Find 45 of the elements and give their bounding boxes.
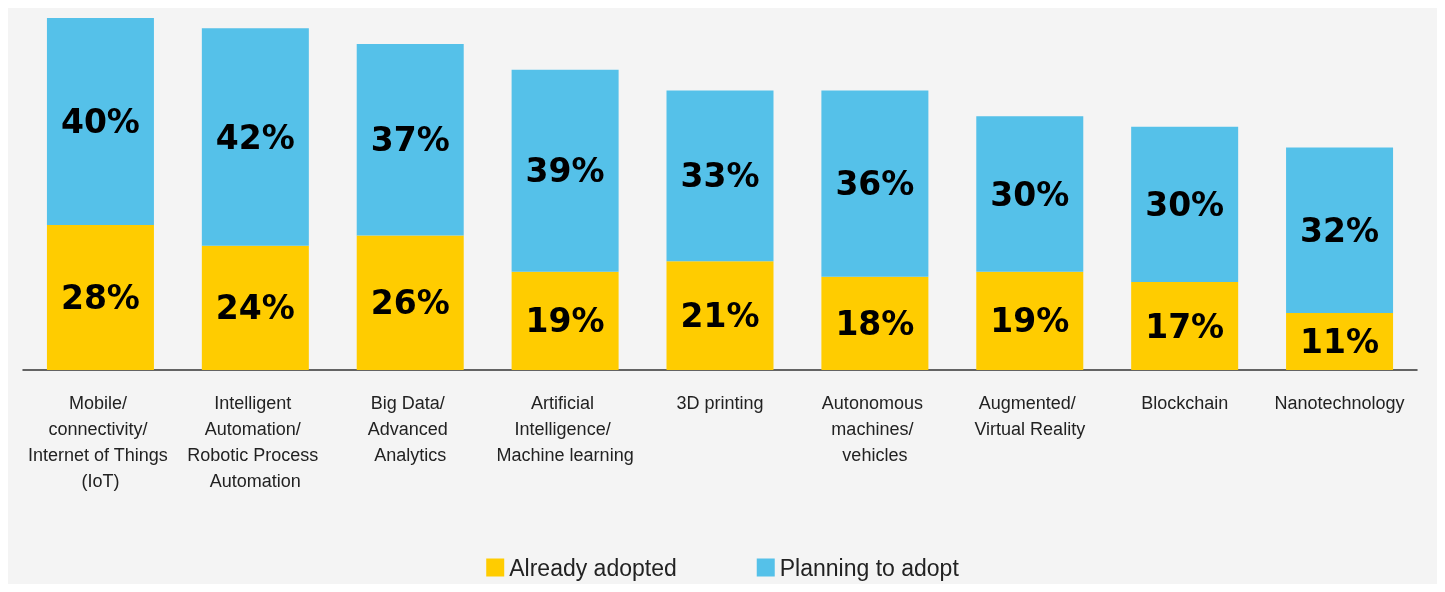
bar (46, 18, 154, 226)
bar (1131, 282, 1239, 370)
bar (511, 69, 619, 272)
data-label: 37% (370, 120, 450, 160)
bar (511, 271, 619, 370)
data-label: 30% (1145, 184, 1225, 224)
data-label: 36% (835, 164, 915, 204)
bar (1286, 147, 1394, 314)
data-label: 30% (990, 174, 1070, 214)
x-tick-label: Mobile/ connectivity/ Internet of Things (IoT) (28, 393, 173, 491)
x-tick-label: Intelligent Automation/ Robotic Process Automation (187, 393, 324, 491)
bar (201, 245, 309, 370)
legend-label: Already adopted (509, 554, 677, 581)
bar (976, 271, 1084, 370)
bar (201, 28, 309, 246)
x-tick-label: Blockchain (1141, 393, 1229, 413)
x-tick-label: Nanotechnology (1274, 393, 1405, 413)
x-tick-label: Big Data/ Advanced Analytics (367, 393, 453, 465)
data-label: 40% (60, 102, 140, 142)
data-label: 24% (215, 288, 295, 328)
x-tick-label: 3D printing (676, 393, 764, 413)
data-label: 11% (1300, 322, 1380, 362)
data-label: 39% (525, 151, 605, 191)
data-label: 18% (835, 303, 915, 343)
data-label: 28% (60, 278, 140, 318)
bar (666, 261, 774, 370)
bar (1131, 126, 1239, 282)
bar (821, 90, 929, 277)
bar (46, 225, 154, 370)
data-label: 19% (525, 301, 605, 341)
data-label: 33% (680, 156, 760, 196)
data-label: 21% (680, 296, 760, 336)
data-label: 17% (1145, 306, 1225, 346)
legend-label: Planning to adopt (779, 554, 960, 581)
data-label: 32% (1300, 210, 1380, 250)
data-label: 26% (370, 283, 450, 323)
data-label: 42% (215, 117, 295, 157)
bar (976, 116, 1084, 272)
bar (356, 235, 464, 370)
x-tick-label: Augmented/ Virtual Reality (974, 393, 1086, 439)
bar (356, 43, 464, 236)
x-tick-label: Artificial Intelligence/ Machine learning (496, 393, 634, 465)
data-label: 19% (990, 301, 1070, 341)
x-tick-label: Autonomous machines/ vehicles (821, 393, 928, 465)
bar (666, 90, 774, 262)
